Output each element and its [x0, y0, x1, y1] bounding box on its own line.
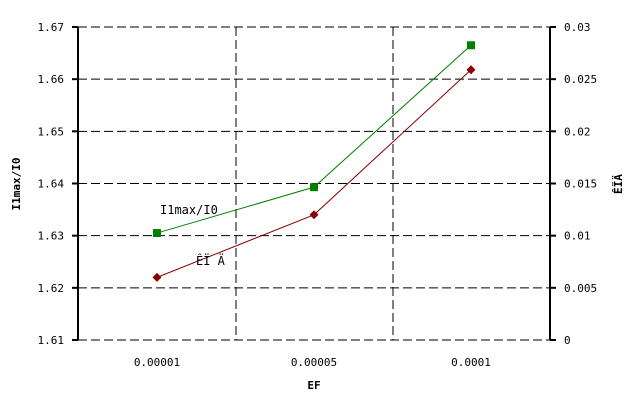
- data-point-square: [310, 183, 318, 192]
- y-right-tick-label: 0.015: [564, 178, 597, 191]
- data-point-diamond: [152, 272, 162, 282]
- y-left-tick-label: 1.62: [38, 282, 65, 295]
- series: [152, 41, 476, 282]
- x-axis-title: EF: [307, 379, 320, 392]
- y-axis-right-title: ÊÏÄ: [611, 174, 625, 194]
- x-tick-label: 0.00001: [134, 356, 180, 369]
- y-left-tick-label: 1.64: [38, 178, 65, 191]
- data-point-square: [467, 41, 475, 50]
- y-left-tick-label: 1.67: [38, 21, 65, 34]
- x-tick-label: 0.0001: [451, 356, 491, 369]
- y-left-tick-label: 1.61: [38, 334, 65, 347]
- series-label-ratio: I1max/I0: [160, 203, 218, 217]
- y-left-tick-label: 1.66: [38, 73, 65, 86]
- data-point-square: [153, 229, 161, 238]
- y-right-tick-label: 0.005: [564, 282, 597, 295]
- y-left-tick-label: 1.63: [38, 230, 65, 243]
- y-right-tick-label: 0: [564, 334, 571, 347]
- y-left-tick-label: 1.65: [38, 125, 65, 138]
- y-right-tick-label: 0.03: [564, 21, 591, 34]
- y-axis-left-title: I1max/I0: [10, 158, 23, 211]
- y-right-tick-label: 0.02: [564, 125, 591, 138]
- x-tick-label: 0.00005: [291, 356, 337, 369]
- data-point-diamond: [466, 65, 476, 75]
- labels: EF I1max/I0 ÊÏÄ I1max/I0 ÊÏ Ä: [10, 158, 625, 392]
- series-label-right: ÊÏ Ä: [196, 253, 226, 268]
- data-point-diamond: [309, 210, 319, 220]
- y-right-tick-label: 0.01: [564, 230, 591, 243]
- series-line-1: [156, 69, 472, 278]
- axes: 1.61 1.62 1.63 1.64 1.65 1.66 1.67 0 0.005 0.01 0.…: [38, 21, 598, 369]
- y-right-tick-label: 0.025: [564, 73, 597, 86]
